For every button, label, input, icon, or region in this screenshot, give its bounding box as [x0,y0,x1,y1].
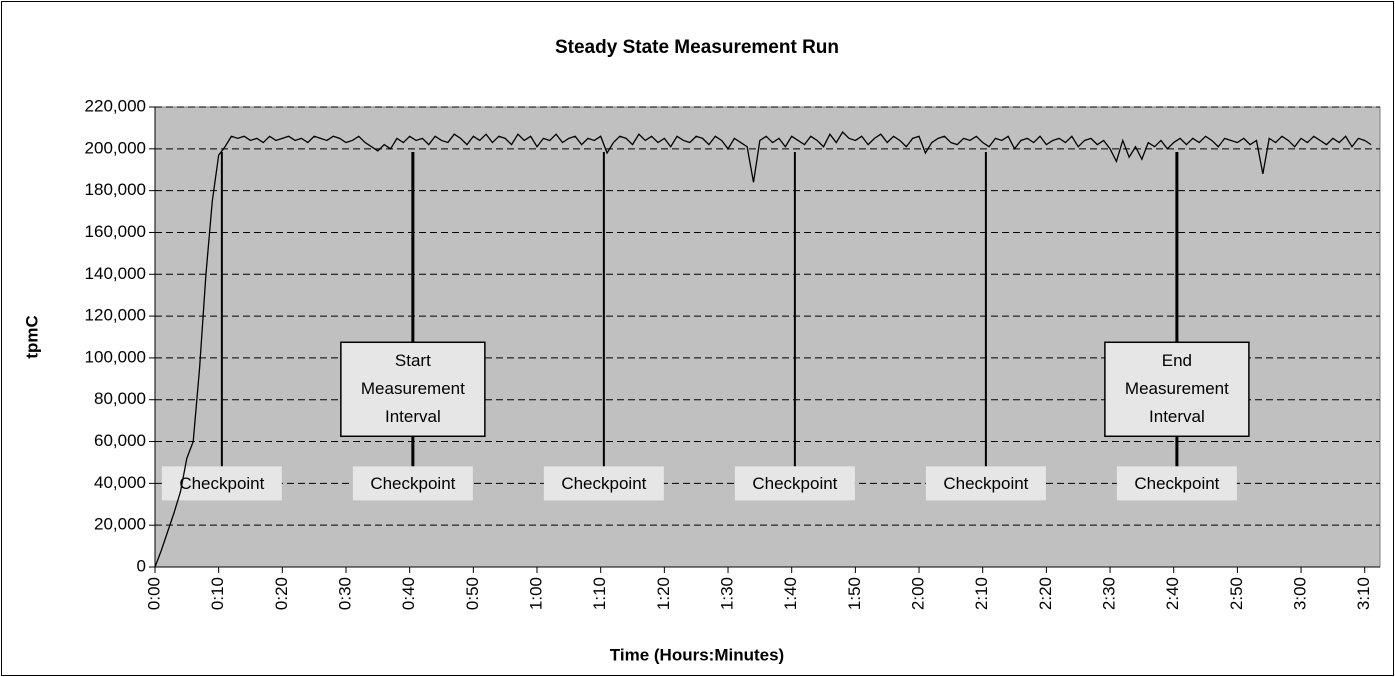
x-tick-label: 1:30 [718,577,737,610]
interval-text: Interval [1149,407,1205,426]
checkpoint-text: Checkpoint [561,474,646,493]
checkpoint-text: Checkpoint [752,474,837,493]
y-axis-title: tpmC [22,315,41,358]
y-tick-label: 80,000 [94,389,146,408]
x-tick-label: 2:20 [1036,577,1055,610]
checkpoint-box [1116,466,1237,501]
checkpoint-text: Checkpoint [943,474,1028,493]
checkpoint-label: Checkpoint [925,466,1046,501]
checkpoint-box [352,466,473,501]
checkpoint-text: Checkpoint [179,474,264,493]
checkpoint-text: Checkpoint [1134,474,1219,493]
y-tick-label: 40,000 [94,473,146,492]
x-tick-label: 0:30 [335,577,354,610]
x-axis-title: Time (Hours:Minutes) [610,645,784,664]
y-tick-label: 160,000 [85,222,146,241]
x-tick-label: 0:10 [208,577,227,610]
y-tick-label: 60,000 [94,431,146,450]
data-line [154,131,1372,568]
x-tick-label: 1:20 [654,577,673,610]
y-tick-label: 180,000 [85,180,146,199]
x-tick-label: 2:00 [909,577,928,610]
x-tick-label: 2:40 [1163,577,1182,610]
x-tick-label: 0:50 [463,577,482,610]
interval-text: Start [395,351,431,370]
x-tick-label: 3:00 [1291,577,1310,610]
x-tick-label: 2:10 [972,577,991,610]
interval-text: Measurement [361,379,465,398]
checkpoint-box [543,466,664,501]
x-tick-label: 0:20 [272,577,291,610]
x-tick-label: 0:00 [144,577,163,610]
checkpoint-label: Checkpoint [1116,466,1237,501]
interval-text: Interval [385,407,441,426]
checkpoint-box [925,466,1046,501]
x-tick-label: 1:40 [781,577,800,610]
interval-box [340,341,486,438]
x-tick-label: 2:30 [1100,577,1119,610]
x-tick-label: 1:00 [527,577,546,610]
y-tick-label: 200,000 [85,138,146,157]
checkpoint-box [734,466,855,501]
x-tick-label: 3:10 [1354,577,1373,610]
interval-text: End [1162,351,1192,370]
y-tick-label: 20,000 [94,515,146,534]
y-tick-label: 140,000 [85,264,146,283]
y-tick-label: 100,000 [85,347,146,366]
checkpoint-text: Checkpoint [370,474,455,493]
interval-text: Measurement [1125,379,1229,398]
x-tick-label: 2:50 [1227,577,1246,610]
x-tick-label: 1:10 [590,577,609,610]
chart-title: Steady State Measurement Run [555,37,839,58]
y-tick-label: 120,000 [85,306,146,325]
y-tick-label: 220,000 [85,96,146,115]
checkpoint-label: Checkpoint [734,466,855,501]
interval-box [1104,341,1250,438]
y-tick-label: 0 [137,556,146,575]
x-tick-label: 1:50 [845,577,864,610]
checkpoint-label: Checkpoint [543,466,664,501]
x-tick-label: 0:40 [399,577,418,610]
checkpoint-label: Checkpoint [352,466,473,501]
